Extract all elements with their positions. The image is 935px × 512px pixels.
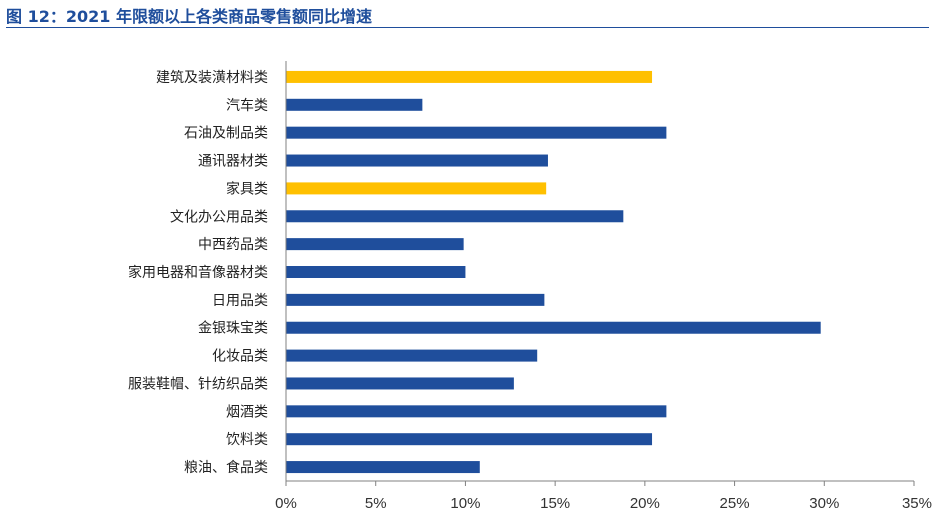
bar: [286, 182, 547, 195]
x-tick-label: 15%: [540, 495, 570, 512]
bar: [286, 405, 667, 418]
bar: [286, 266, 466, 278]
category-label: 家具类: [226, 180, 268, 197]
page-title: 图 12：2021 年限额以上各类商品零售额同比增速: [6, 7, 372, 26]
x-tick-label: 25%: [720, 495, 750, 512]
category-label: 粮油、食品类: [184, 459, 268, 476]
bar: [286, 98, 423, 111]
x-tick-label: 10%: [450, 495, 480, 512]
bar: [286, 377, 514, 390]
x-tick-label: 0%: [275, 495, 297, 512]
category-label: 日用品类: [212, 293, 268, 309]
category-label: 化妆品类: [212, 349, 268, 365]
bar: [286, 238, 464, 251]
bar: [286, 321, 821, 334]
x-tick-label: 35%: [902, 495, 932, 512]
category-label: 金银珠宝类: [198, 321, 268, 337]
category-label: 饮料类: [226, 432, 268, 448]
bars-group: [286, 70, 821, 474]
bar: [286, 210, 624, 223]
bar: [286, 154, 548, 167]
category-labels: 建筑及装潢材料类汽车类石油及制品类通讯器材类家具类文化办公用品类中西药品类家用电…: [128, 70, 268, 476]
category-label: 中西药品类: [198, 237, 268, 253]
x-ticks: [285, 481, 915, 486]
category-label: 汽车类: [226, 97, 268, 114]
category-label: 烟酒类: [226, 404, 268, 420]
x-tick-labels: 0% 5% 10% 15% 20% 25% 30% 35%: [275, 495, 932, 512]
x-tick-label: 20%: [630, 495, 660, 512]
category-label: 服装鞋帽、针纺织品类: [128, 376, 268, 392]
x-tick-label: 30%: [809, 495, 839, 512]
x-tick-label: 5%: [365, 495, 387, 512]
category-label: 石油及制品类: [184, 126, 268, 142]
header: 图 12：2021 年限额以上各类商品零售额同比增速: [0, 0, 935, 30]
bar: [286, 349, 538, 362]
category-label: 文化办公用品类: [170, 209, 268, 225]
category-label: 通讯器材类: [198, 154, 268, 170]
category-label: 家用电器和音像器材类: [128, 264, 268, 281]
bar: [286, 70, 653, 83]
bar: [286, 126, 667, 139]
title-underline: [6, 27, 929, 28]
bar: [286, 293, 545, 306]
bar: [286, 461, 480, 474]
bar: [286, 433, 653, 446]
category-label: 建筑及装潢材料类: [156, 70, 268, 86]
